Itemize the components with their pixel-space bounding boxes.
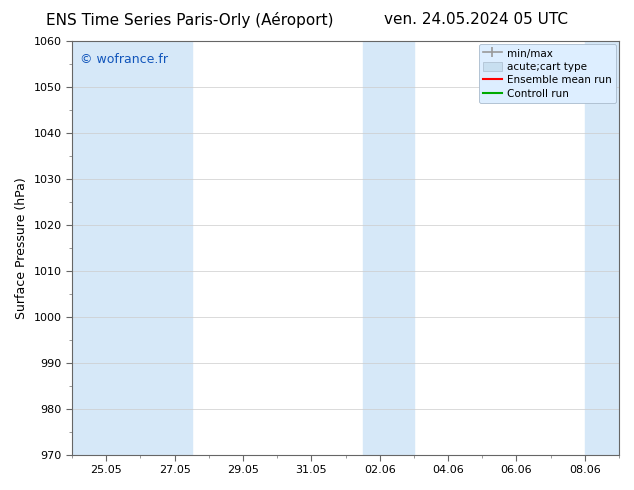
Text: ven. 24.05.2024 05 UTC: ven. 24.05.2024 05 UTC: [384, 12, 567, 27]
Legend: min/max, acute;cart type, Ensemble mean run, Controll run: min/max, acute;cart type, Ensemble mean …: [479, 44, 616, 103]
Bar: [72, 41, 191, 455]
Text: ENS Time Series Paris-Orly (Aéroport): ENS Time Series Paris-Orly (Aéroport): [46, 12, 334, 28]
Y-axis label: Surface Pressure (hPa): Surface Pressure (hPa): [15, 177, 28, 318]
Bar: [363, 41, 414, 455]
Text: © wofrance.fr: © wofrance.fr: [81, 53, 168, 67]
Bar: [585, 41, 619, 455]
